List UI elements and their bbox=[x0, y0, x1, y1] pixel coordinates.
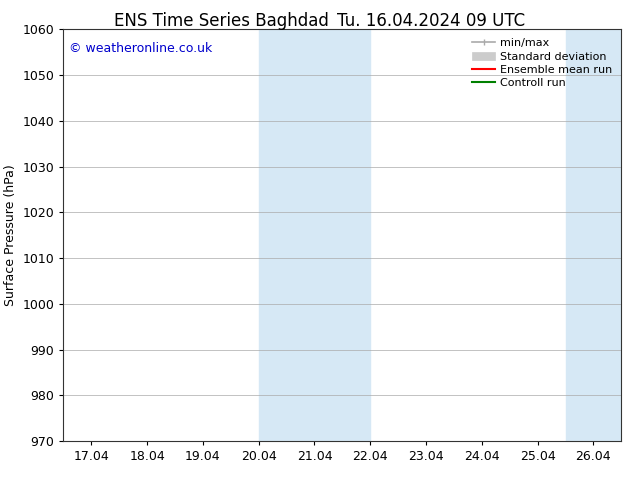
Text: Tu. 16.04.2024 09 UTC: Tu. 16.04.2024 09 UTC bbox=[337, 12, 525, 30]
Text: ENS Time Series Baghdad: ENS Time Series Baghdad bbox=[115, 12, 329, 30]
Bar bbox=[566, 29, 621, 441]
Legend: min/max, Standard deviation, Ensemble mean run, Controll run: min/max, Standard deviation, Ensemble me… bbox=[469, 35, 616, 92]
Y-axis label: Surface Pressure (hPa): Surface Pressure (hPa) bbox=[4, 164, 17, 306]
Text: © weatheronline.co.uk: © weatheronline.co.uk bbox=[69, 42, 212, 55]
Bar bbox=[259, 29, 370, 441]
